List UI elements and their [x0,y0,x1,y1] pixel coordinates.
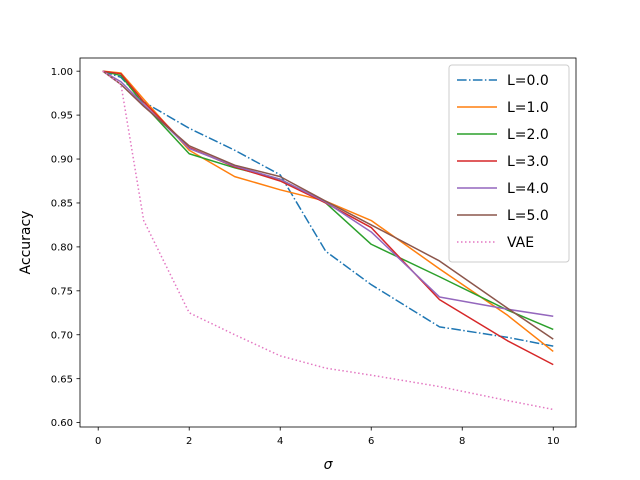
axes-frame [79,57,577,428]
legend-box [448,64,570,263]
y-tick-label: 0.95 [51,111,73,122]
legend-label: L=4.0 [507,181,549,197]
y-tick-label: 0.75 [51,286,73,297]
y-axis-label: Accuracy [18,211,34,275]
series-line-l-3-0 [102,70,554,366]
x-tick-label: 8 [459,436,465,447]
series-line-l-4-0 [102,70,554,318]
legend-label: VAE [507,235,534,251]
legend-label: L=5.0 [507,208,549,224]
x-tick-label: 6 [368,436,374,447]
x-axis-label: σ [324,457,334,473]
y-tick-label: 0.70 [51,330,73,341]
x-tick-label: 4 [277,436,283,447]
y-tick-label: 0.90 [51,155,73,166]
y-tick-label: 0.65 [51,374,73,385]
y-tick-label: 0.60 [51,418,73,429]
series-line-l-0-0 [102,70,554,347]
legend-label: L=0.0 [507,73,549,89]
legend-label: L=3.0 [507,154,549,170]
series-line-l-1-0 [102,70,554,353]
legend: L=0.0 L=1.0 L=2.0 L=3.0 L=4.0 L=5.0 VAE [448,64,570,263]
x-tick-label: 10 [547,436,560,447]
y-tick-label: 1.00 [51,67,73,78]
y-tick-label: 0.85 [51,199,73,210]
legend-label: L=1.0 [507,100,549,116]
y-tick-label: 0.80 [51,242,73,253]
series-line-l-5-0 [102,70,554,340]
x-tick-label: 2 [186,436,192,447]
x-tick-label: 0 [95,436,101,447]
legend-label: L=2.0 [507,127,549,143]
axes-layer: 0 2 4 6 8 10 0.60 0.65 0.70 0.75 0.80 0.85 0.90 0.95 1… [51,57,577,447]
series-line-vae [102,70,554,411]
series-layer [102,70,554,411]
